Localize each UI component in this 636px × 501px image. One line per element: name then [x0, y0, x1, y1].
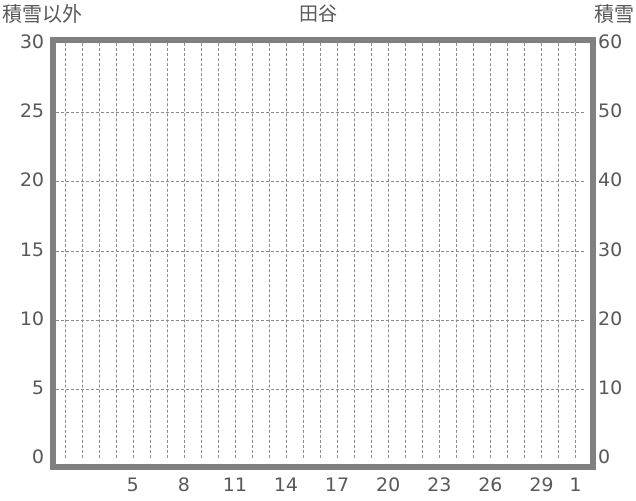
x-axis-tick-label: 26	[478, 474, 503, 496]
y-axis-right-tick-label: 40	[598, 169, 623, 192]
gridline-horizontal	[56, 181, 584, 183]
x-axis-tick-label: 20	[376, 474, 401, 496]
x-axis-tick-label: 17	[324, 474, 350, 496]
x-axis-tick-label: 11	[222, 474, 247, 496]
y-axis-left-tick-label: 5	[31, 376, 44, 399]
y-axis-right-tick-label: 30	[598, 238, 623, 261]
y-axis-left-tick-label: 20	[19, 169, 44, 192]
y-axis-left-tick-label: 0	[31, 446, 44, 468]
right-axis-caption: 積雪	[594, 2, 634, 26]
x-axis-tick-label: 8	[177, 474, 190, 496]
y-axis-right-tick-label: 20	[598, 307, 623, 330]
y-axis-right-tick-label: 10	[598, 376, 623, 399]
plot-frame	[50, 37, 596, 470]
gridline-horizontal	[56, 319, 584, 321]
gridline-horizontal	[56, 250, 584, 252]
y-axis-left-tick-label: 30	[19, 31, 44, 53]
x-axis-tick-label: 14	[273, 474, 299, 496]
x-axis-tick-label: 5	[126, 474, 139, 496]
left-axis-caption: 積雪以外	[2, 2, 82, 26]
plot-area	[56, 43, 584, 458]
y-axis-left-tick-label: 25	[19, 100, 44, 123]
y-axis-left-tick-label: 10	[19, 307, 44, 330]
y-axis-left-tick-label: 15	[19, 238, 44, 261]
gridline-horizontal	[56, 112, 584, 114]
y-axis-right-tick-label: 0	[598, 446, 611, 468]
x-axis-tick-label: 23	[427, 474, 452, 496]
x-axis-tick-label: 29	[529, 474, 554, 496]
y-axis-right-tick-label: 60	[598, 31, 623, 53]
x-axis-tick-label: 1	[569, 474, 582, 496]
gridline-horizontal	[56, 388, 584, 390]
y-axis-right-tick-label: 50	[598, 100, 623, 123]
chart-title: 田谷	[298, 3, 337, 25]
